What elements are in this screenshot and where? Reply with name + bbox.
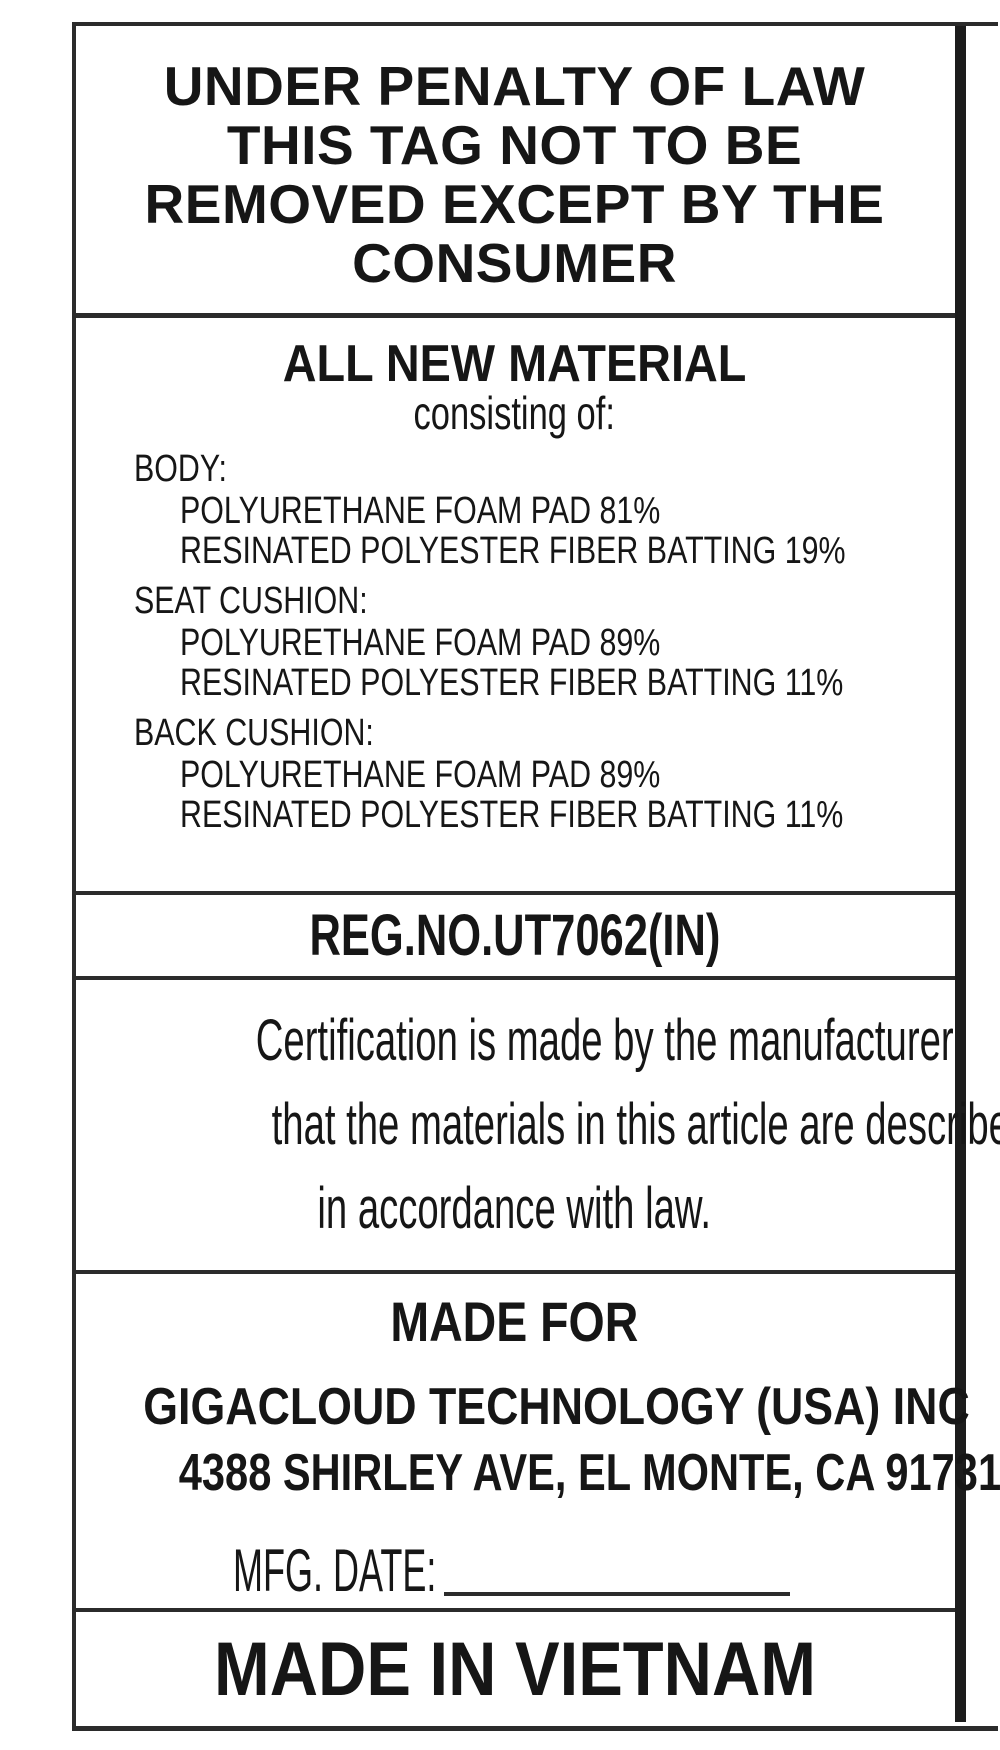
penalty-line: UNDER PENALTY OF LAW xyxy=(163,54,866,117)
material-group-seat-cushion: SEAT CUSHION: POLYURETHANE FOAM PAD 89% … xyxy=(134,579,953,703)
material-item: RESINATED POLYESTER FIBER BATTING 11% xyxy=(180,794,844,836)
penalty-notice-section: UNDER PENALTY OF LAW THIS TAG NOT TO BE … xyxy=(76,26,953,313)
material-item: RESINATED POLYESTER FIBER BATTING 11% xyxy=(180,662,844,704)
company-address: 4388 SHIRLEY AVE, EL MONTE, CA 91731 xyxy=(178,1444,1000,1502)
materials-section: ALL NEW MATERIAL consisting of: BODY: PO… xyxy=(76,317,953,891)
origin-text: MADE IN VIETNAM xyxy=(213,1626,816,1712)
certification-line: in accordance with law. xyxy=(317,1176,712,1241)
made-for-section: MADE FOR GIGACLOUD TECHNOLOGY (USA) INC … xyxy=(76,1274,1000,1608)
section-divider xyxy=(76,1270,955,1274)
material-item: POLYURETHANE FOAM PAD 81% xyxy=(180,490,661,532)
material-group-name: SEAT CUSHION: xyxy=(134,580,368,622)
penalty-line: CONSUMER xyxy=(352,231,677,294)
material-group-back-cushion: BACK CUSHION: POLYURETHANE FOAM PAD 89% … xyxy=(134,711,953,835)
materials-subheading: consisting of: xyxy=(413,387,616,439)
material-group-body: BODY: POLYURETHANE FOAM PAD 81% RESINATE… xyxy=(134,447,953,571)
material-item: RESINATED POLYESTER FIBER BATTING 19% xyxy=(180,530,846,572)
made-for-heading: MADE FOR xyxy=(390,1290,639,1353)
penalty-line: REMOVED EXCEPT BY THE xyxy=(144,172,885,235)
material-group-name: BODY: xyxy=(134,448,227,490)
label-border-bottom xyxy=(72,1726,998,1731)
materials-groups: BODY: POLYURETHANE FOAM PAD 81% RESINATE… xyxy=(76,447,953,835)
penalty-line: THIS TAG NOT TO BE xyxy=(226,113,803,176)
section-divider xyxy=(76,313,955,318)
section-divider xyxy=(76,891,955,895)
material-group-name: BACK CUSHION: xyxy=(134,712,374,754)
label-right-edge-line xyxy=(955,26,966,1722)
registration-section: REG.NO.UT7062(IN) xyxy=(76,895,953,976)
certification-line: that the materials in this article are d… xyxy=(271,1092,1000,1157)
section-divider xyxy=(76,976,955,980)
mfg-date-label: MFG. DATE: xyxy=(233,1537,437,1604)
company-name: GIGACLOUD TECHNOLOGY (USA) INC xyxy=(143,1378,970,1436)
material-item: POLYURETHANE FOAM PAD 89% xyxy=(180,622,661,664)
label-border-left xyxy=(72,22,76,1731)
material-item: POLYURETHANE FOAM PAD 89% xyxy=(180,754,661,796)
certification-line: Certification is made by the manufacture… xyxy=(255,1008,954,1073)
mfg-date-blank-line xyxy=(444,1592,790,1596)
certification-section: Certification is made by the manufacture… xyxy=(76,980,1000,1270)
label-border-top xyxy=(72,22,998,26)
section-divider xyxy=(76,1608,955,1612)
materials-heading: ALL NEW MATERIAL xyxy=(282,335,747,393)
origin-section: MADE IN VIETNAM xyxy=(76,1612,953,1726)
registration-number: REG.NO.UT7062(IN) xyxy=(309,903,720,968)
